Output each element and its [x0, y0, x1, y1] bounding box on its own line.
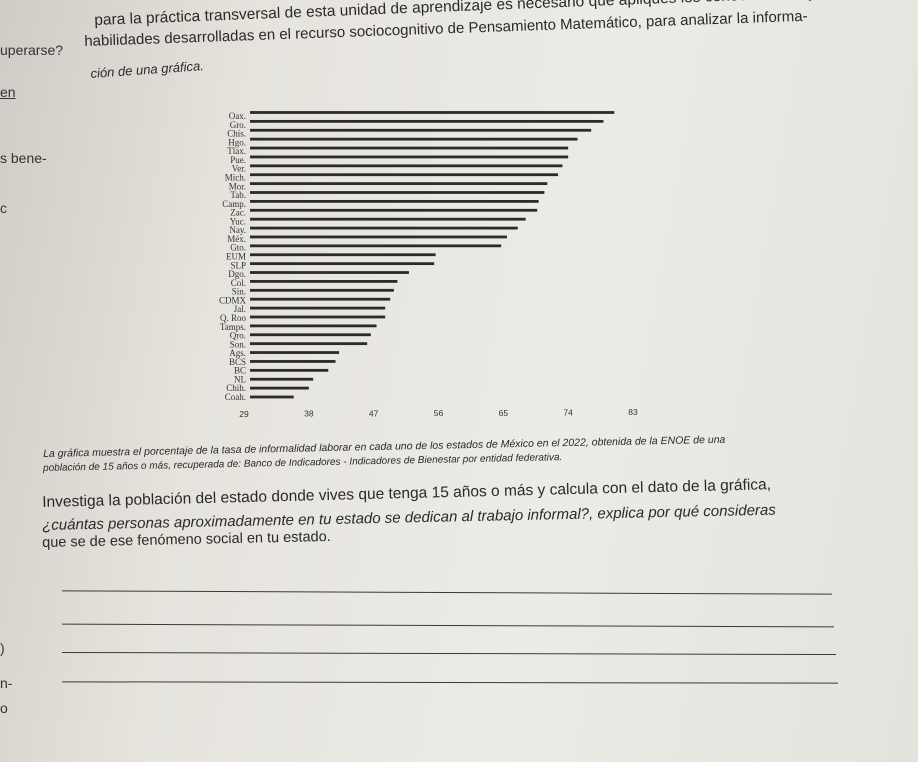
category-label: Chih.	[226, 383, 246, 393]
bar-sin	[250, 288, 394, 292]
x-tick-label: 56	[434, 408, 444, 418]
x-tick-label: 29	[239, 409, 249, 419]
bar-hgo	[250, 137, 578, 141]
x-tick-label: 65	[499, 408, 509, 418]
category-label: Hgo.	[228, 137, 246, 147]
margin-text-5: )	[0, 640, 5, 656]
category-label: Gro.	[230, 120, 246, 130]
category-label: Camp.	[222, 199, 246, 209]
category-label: Q. Roo	[220, 313, 247, 323]
bar-qro	[250, 333, 371, 337]
category-label: Son.	[230, 339, 246, 349]
bar-qroo	[250, 315, 386, 319]
bar-nl	[250, 377, 314, 381]
bar-tab	[250, 191, 545, 194]
bar-chih	[250, 386, 309, 390]
answer-line-2[interactable]	[62, 623, 834, 628]
answer-line-3[interactable]	[62, 651, 837, 656]
answer-line-4[interactable]	[61, 681, 839, 684]
margin-text-7: o	[0, 700, 8, 716]
category-label: Pue.	[230, 155, 246, 165]
category-label: EUM	[226, 252, 246, 262]
bar-col	[250, 280, 398, 283]
category-label: CDMX	[219, 295, 247, 305]
bar-coah	[250, 395, 294, 399]
bar-bcs	[250, 360, 336, 363]
category-label: NL	[234, 374, 246, 384]
margin-text-6: n-	[0, 675, 13, 691]
bar-zac	[250, 208, 538, 212]
category-label: SLP	[230, 260, 246, 270]
category-label: Nay.	[229, 225, 246, 235]
bar-eum	[250, 253, 436, 257]
category-label: Ver.	[232, 164, 246, 174]
category-label: Tab.	[230, 190, 246, 200]
margin-text-1: uperarse?	[0, 42, 64, 58]
informality-bar-chart: Oax.Gro.Chis.Hgo.Tlax.Pue.Ver.Mich.Mor.T…	[219, 111, 638, 419]
bar-nay	[250, 226, 518, 230]
category-label: BC	[234, 366, 246, 376]
category-label: Mich.	[225, 172, 246, 182]
category-label: Gto.	[230, 243, 246, 253]
category-label: Yuc.	[230, 216, 246, 226]
bar-cdmx	[250, 297, 391, 301]
category-label: Col.	[231, 278, 246, 288]
bar-mich	[250, 173, 559, 177]
bar-mor	[250, 182, 548, 186]
bar-tlax	[250, 146, 569, 150]
category-label: Qro.	[230, 331, 246, 341]
category-label: Dgo.	[228, 269, 246, 279]
bar-tamps	[250, 324, 377, 328]
x-tick-label: 74	[563, 408, 573, 418]
margin-text-2: en	[0, 84, 16, 100]
bar-ags	[250, 351, 340, 354]
margin-text-3: s bene-	[0, 150, 47, 166]
bar-gro	[250, 119, 604, 123]
category-label: Sin.	[232, 287, 246, 297]
bar-pue	[250, 155, 569, 159]
bar-mx	[250, 235, 507, 239]
margin-text-4: c	[0, 200, 7, 216]
category-label: Zac.	[230, 208, 246, 218]
x-tick-label: 83	[628, 407, 638, 417]
bar-son	[250, 342, 368, 346]
bar-chis	[250, 128, 592, 132]
category-label: Jal.	[234, 304, 246, 314]
answer-line-1[interactable]	[62, 590, 832, 595]
bar-gto	[250, 244, 502, 248]
x-tick-label: 38	[304, 409, 314, 419]
category-label: Mor.	[229, 181, 246, 191]
category-label: BCS	[229, 357, 246, 367]
bar-bc	[250, 368, 329, 372]
bar-yuc	[250, 217, 526, 221]
bar-camp	[250, 199, 539, 203]
bar-oax	[250, 111, 615, 114]
category-label: Coah.	[225, 392, 246, 402]
category-label: Oax.	[229, 111, 246, 121]
category-label: Tlax.	[227, 146, 246, 156]
category-label: Ags.	[229, 348, 246, 358]
category-label: Méx.	[227, 234, 246, 244]
bar-slp	[250, 262, 435, 266]
x-tick-label: 47	[369, 408, 379, 418]
bar-ver	[250, 164, 563, 168]
category-label: Tamps.	[220, 322, 246, 332]
bar-jal	[250, 306, 386, 310]
bar-dgo	[250, 271, 409, 274]
category-label: Chis.	[227, 129, 246, 139]
